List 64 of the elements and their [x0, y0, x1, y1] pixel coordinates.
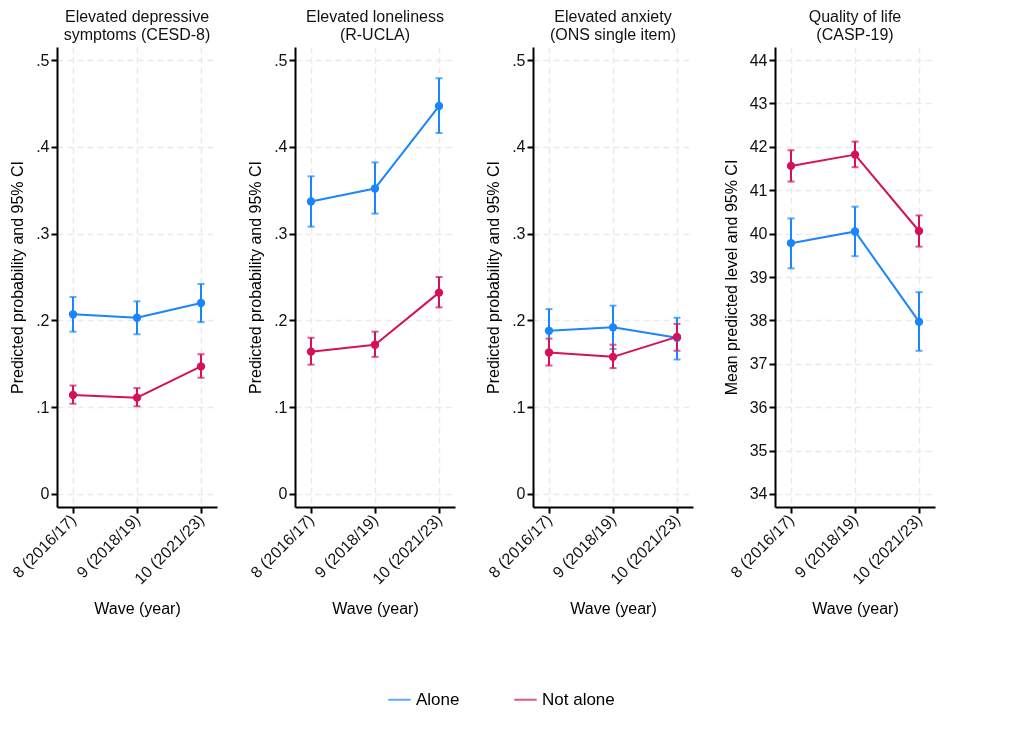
y-tick-label: .2 — [274, 311, 288, 329]
point — [786, 161, 796, 171]
point — [434, 101, 444, 111]
point — [608, 323, 618, 332]
y-tick-label: .1 — [274, 398, 288, 416]
point — [786, 238, 796, 248]
y-tick-label: 39 — [749, 268, 768, 286]
y-axis-title: Predicted probability and 95% CI — [247, 160, 265, 395]
chart-title: Elevated loneliness (R-UCLA) — [306, 8, 444, 43]
legend-label: Alone — [416, 689, 460, 709]
y-tick-label: 42 — [749, 138, 768, 156]
y-tick-label: 43 — [749, 94, 768, 112]
y-tick-label: .2 — [512, 311, 526, 329]
y-tick-label: .3 — [36, 225, 50, 243]
point — [434, 288, 444, 297]
y-axis-title: Predicted probability and 95% CI — [9, 160, 27, 395]
y-tick-label: .3 — [512, 225, 526, 243]
point — [850, 150, 860, 159]
point — [306, 347, 316, 356]
point — [608, 352, 618, 362]
point — [196, 362, 206, 371]
y-tick-label: .2 — [36, 311, 50, 329]
y-tick-label: .5 — [274, 51, 288, 69]
chart-title: Quality of life (CASP-19) — [808, 8, 902, 43]
point — [914, 226, 924, 236]
x-axis-title: Wave (year) — [812, 600, 899, 618]
y-axis-title: Predicted probability and 95% CI — [485, 160, 503, 395]
y-tick-label: 34 — [749, 485, 768, 503]
legend-label: Not alone — [542, 689, 615, 709]
point — [68, 310, 78, 319]
y-tick-label: 41 — [749, 181, 768, 199]
point — [370, 340, 380, 349]
point — [850, 227, 860, 236]
point — [196, 298, 206, 308]
y-tick-label: .4 — [274, 138, 288, 156]
x-axis-title: Wave (year) — [94, 600, 181, 618]
y-tick-label: 0 — [40, 485, 50, 503]
y-tick-label: 0 — [278, 485, 288, 503]
y-tick-label: .1 — [36, 398, 50, 416]
chart-title: Elevated depressive symptoms (CESD-8) — [63, 8, 211, 43]
y-tick-label: 38 — [749, 311, 768, 329]
y-tick-label: .4 — [36, 138, 50, 156]
point — [370, 184, 380, 193]
point — [132, 313, 142, 322]
y-tick-label: .3 — [274, 225, 288, 243]
point — [306, 197, 316, 206]
y-tick-label: 0 — [516, 485, 526, 503]
y-tick-label: 44 — [749, 51, 768, 69]
x-axis-title: Wave (year) — [570, 600, 657, 618]
point — [132, 393, 142, 402]
y-tick-label: .5 — [512, 51, 526, 69]
chart-title: Elevated anxiety (ONS single item) — [549, 8, 677, 43]
y-axis-title: Mean predicted level and 95% CI — [722, 159, 740, 396]
point — [68, 390, 78, 400]
y-tick-label: 36 — [749, 398, 768, 416]
y-tick-label: 37 — [749, 355, 768, 373]
y-tick-label: .4 — [512, 138, 526, 156]
y-tick-label: .5 — [36, 51, 50, 69]
point — [544, 326, 554, 335]
y-tick-label: 35 — [749, 442, 768, 460]
y-tick-label: 40 — [749, 225, 768, 243]
point — [914, 317, 924, 326]
y-tick-label: .1 — [512, 398, 526, 416]
x-axis-title: Wave (year) — [332, 600, 419, 618]
